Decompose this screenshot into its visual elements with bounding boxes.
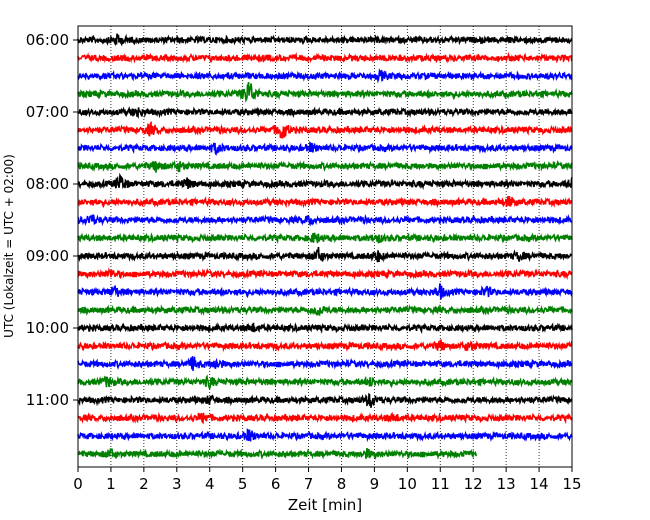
- trace-line: [77, 339, 573, 353]
- trace-line: [77, 81, 573, 103]
- y-tick-label: 10:00: [26, 319, 69, 337]
- x-tick-label: 13: [497, 475, 516, 493]
- trace-line: [77, 448, 478, 461]
- y-axis: 06:00 07:00 08:00 09:00 10:00 11:00: [26, 31, 78, 409]
- trace-line: [77, 283, 573, 300]
- trace-line: [77, 140, 573, 156]
- x-tick-label: 4: [205, 475, 215, 493]
- trace-line: [77, 120, 573, 139]
- x-axis-label: Zeit [min]: [288, 496, 362, 514]
- trace-line: [77, 374, 573, 390]
- seismic-traces: [77, 33, 573, 461]
- y-axis-label: UTC (Lokalzeit = UTC + 02:00): [2, 154, 16, 338]
- trace-line: [77, 105, 573, 119]
- y-tick-label: 08:00: [26, 175, 69, 193]
- x-tick-label: 6: [271, 475, 281, 493]
- trace-line: [77, 213, 573, 227]
- x-tick-label: 14: [530, 475, 549, 493]
- trace-line: [77, 172, 573, 191]
- trace-line: [77, 428, 573, 443]
- trace-line: [77, 246, 573, 263]
- x-tick-label: 12: [464, 475, 483, 493]
- trace-line: [77, 303, 573, 317]
- trace-line: [77, 51, 573, 64]
- x-tick-label: 9: [370, 475, 380, 493]
- x-tick-label: 15: [562, 475, 581, 493]
- x-tick-label: 2: [139, 475, 149, 493]
- trace-line: [77, 411, 573, 425]
- x-tick-label: 3: [172, 475, 182, 493]
- y-tick-label: 09:00: [26, 247, 69, 265]
- y-tick-label: 07:00: [26, 103, 69, 121]
- trace-line: [77, 68, 573, 84]
- trace-line: [77, 232, 573, 245]
- y-tick-label: 06:00: [26, 31, 69, 49]
- x-tick-label: 5: [238, 475, 248, 493]
- x-tick-label: 1: [106, 475, 116, 493]
- trace-line: [77, 321, 573, 335]
- trace-line: [77, 356, 573, 371]
- trace-line: [77, 33, 573, 47]
- y-tick-label: 11:00: [26, 391, 69, 409]
- x-tick-label: 0: [73, 475, 83, 493]
- x-tick-label: 7: [304, 475, 314, 493]
- plot-frame: [77, 25, 573, 468]
- trace-line: [77, 159, 573, 173]
- trace-line: [77, 392, 573, 408]
- x-tick-label: 11: [431, 475, 450, 493]
- x-tick-label: 8: [337, 475, 347, 493]
- trace-line: [77, 195, 573, 209]
- x-axis: 0 1 2 3 4 5 6 7 8 9 10 11 12 13 14 15: [73, 467, 582, 493]
- trace-line: [77, 267, 573, 281]
- x-tick-label: 10: [398, 475, 417, 493]
